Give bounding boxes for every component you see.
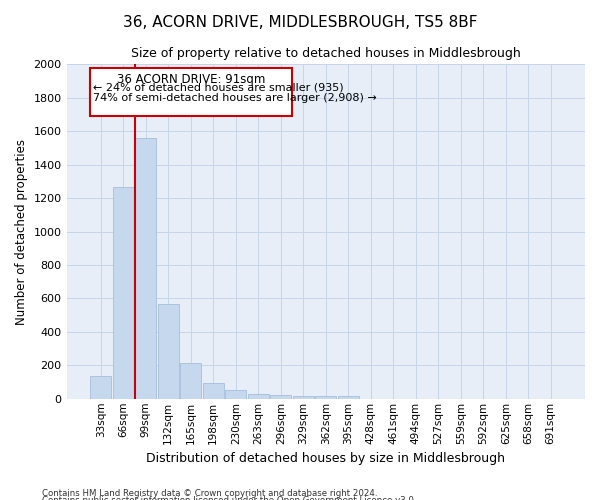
Text: 36, ACORN DRIVE, MIDDLESBROUGH, TS5 8BF: 36, ACORN DRIVE, MIDDLESBROUGH, TS5 8BF — [123, 15, 477, 30]
Bar — [248, 394, 269, 399]
Bar — [113, 188, 134, 399]
Bar — [270, 396, 292, 399]
Bar — [225, 390, 247, 399]
Bar — [315, 396, 337, 399]
Text: Contains HM Land Registry data © Crown copyright and database right 2024.: Contains HM Land Registry data © Crown c… — [42, 488, 377, 498]
Y-axis label: Number of detached properties: Number of detached properties — [15, 138, 28, 324]
Bar — [158, 304, 179, 399]
FancyBboxPatch shape — [90, 68, 292, 116]
Bar — [135, 138, 157, 399]
Bar — [293, 396, 314, 399]
Text: 74% of semi-detached houses are larger (2,908) →: 74% of semi-detached houses are larger (… — [94, 93, 377, 103]
Text: ← 24% of detached houses are smaller (935): ← 24% of detached houses are smaller (93… — [94, 83, 344, 93]
Text: Contains public sector information licensed under the Open Government Licence v3: Contains public sector information licen… — [42, 496, 416, 500]
Title: Size of property relative to detached houses in Middlesbrough: Size of property relative to detached ho… — [131, 48, 521, 60]
Text: 36 ACORN DRIVE: 91sqm: 36 ACORN DRIVE: 91sqm — [117, 73, 265, 86]
X-axis label: Distribution of detached houses by size in Middlesbrough: Distribution of detached houses by size … — [146, 452, 505, 465]
Bar — [90, 376, 112, 399]
Bar — [203, 383, 224, 399]
Bar — [338, 396, 359, 399]
Bar — [180, 363, 202, 399]
